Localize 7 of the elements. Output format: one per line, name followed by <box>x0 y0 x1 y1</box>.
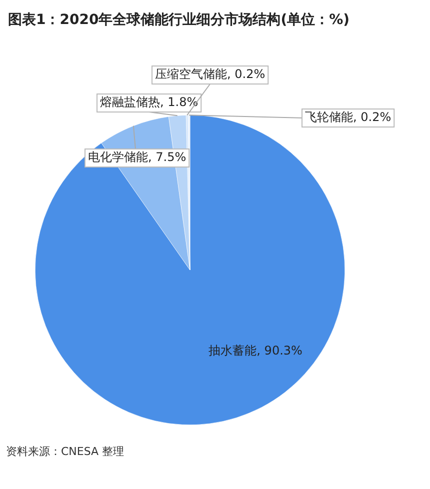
slice-label: 电化学储能, 7.5% <box>88 150 186 164</box>
chart-title: 图表1：2020年全球储能行业细分市场结构(单位：%) <box>7 10 351 30</box>
slice-label: 熔融盐储热, 1.8% <box>100 95 198 110</box>
slice-label: 压缩空气储能, 0.2% <box>155 67 266 82</box>
slice-label: 飞轮储能, 0.2% <box>305 110 392 124</box>
text: 资料来源：CNESA 整理 <box>5 444 126 459</box>
slice-label: 抽水蓄能, 90.3% <box>208 343 302 358</box>
